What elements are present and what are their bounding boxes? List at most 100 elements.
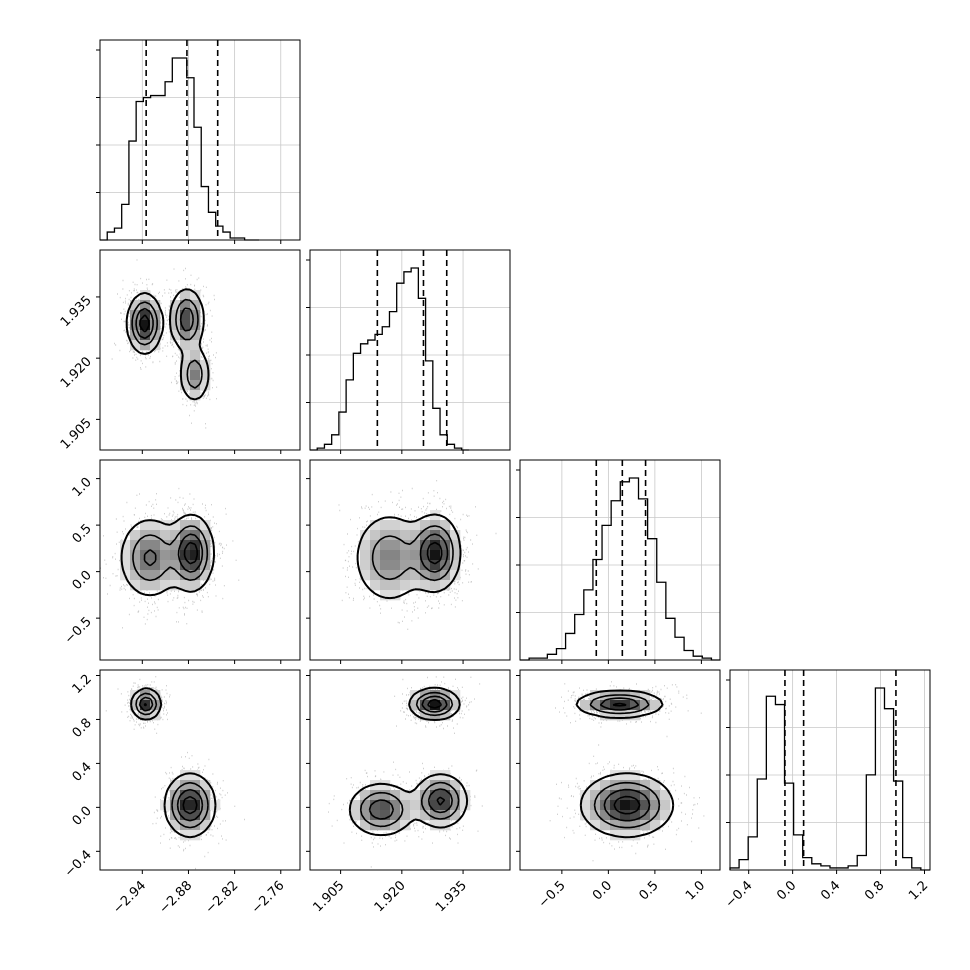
density-cell bbox=[160, 530, 171, 541]
density-cell bbox=[630, 820, 641, 831]
density-cell bbox=[400, 810, 411, 821]
density-cell bbox=[650, 800, 661, 811]
panel-frame bbox=[99, 669, 301, 871]
density-cell bbox=[190, 810, 201, 821]
density-cell bbox=[440, 780, 451, 791]
density-cell bbox=[150, 340, 161, 351]
density-cell bbox=[590, 790, 601, 801]
density-cell bbox=[390, 800, 401, 811]
density-cell bbox=[200, 370, 211, 381]
density-cell bbox=[370, 560, 381, 571]
panel-frame bbox=[99, 249, 301, 451]
density-cell bbox=[180, 330, 191, 341]
density-cell bbox=[420, 780, 431, 791]
density-cell bbox=[620, 800, 631, 811]
density-cell bbox=[630, 810, 641, 821]
density-cell bbox=[180, 290, 191, 301]
contour-line bbox=[120, 513, 215, 597]
density-cell bbox=[610, 820, 621, 831]
density-cell bbox=[630, 800, 641, 811]
density-cell bbox=[150, 530, 161, 541]
density-cell bbox=[420, 580, 431, 591]
density-cell bbox=[440, 790, 451, 801]
density-cell bbox=[130, 330, 141, 341]
density-cell bbox=[370, 790, 381, 801]
density-cell bbox=[430, 780, 441, 791]
density-cell bbox=[640, 800, 651, 811]
density-cell bbox=[140, 520, 151, 531]
density-cell bbox=[410, 810, 421, 821]
hist-1d-p1 bbox=[306, 249, 511, 451]
density-cell bbox=[180, 820, 191, 831]
density-cell bbox=[150, 570, 161, 581]
density-cell bbox=[590, 690, 601, 701]
density-cell bbox=[200, 790, 211, 801]
density-cell bbox=[140, 570, 151, 581]
density-cell bbox=[140, 560, 151, 571]
y-tick-label: 0.5 bbox=[70, 521, 95, 546]
density-cell bbox=[180, 530, 191, 541]
contour-line bbox=[371, 525, 454, 582]
hist-1d-p0 bbox=[96, 39, 301, 241]
contour-line bbox=[368, 695, 453, 820]
density-cell bbox=[130, 340, 141, 351]
x-tick-label: −0.5 bbox=[536, 878, 569, 911]
density-cell bbox=[180, 360, 191, 371]
density-cell bbox=[190, 380, 201, 391]
density-cell bbox=[180, 570, 191, 581]
density-cell bbox=[420, 560, 431, 571]
density-cell bbox=[190, 830, 201, 841]
density-cell bbox=[380, 550, 391, 561]
x-tick-label: 0.5 bbox=[636, 878, 661, 903]
density-cell bbox=[410, 520, 421, 531]
density-cell bbox=[160, 580, 171, 591]
density-cell bbox=[130, 300, 141, 311]
density-cell bbox=[190, 340, 201, 351]
density-cell bbox=[200, 540, 211, 551]
density-cell bbox=[440, 710, 451, 721]
density-cell bbox=[130, 560, 141, 571]
density-cell bbox=[600, 820, 611, 831]
density-cell bbox=[140, 290, 151, 301]
density-cell bbox=[440, 530, 451, 541]
density-cell bbox=[460, 800, 471, 811]
density-cell bbox=[660, 790, 671, 801]
density-cell bbox=[600, 790, 611, 801]
density-cell bbox=[190, 560, 201, 571]
density-cell bbox=[200, 800, 211, 811]
density-cell bbox=[190, 310, 201, 321]
panel-frame bbox=[729, 669, 931, 871]
density-cell bbox=[400, 580, 411, 591]
density-cell bbox=[420, 530, 431, 541]
density-cell bbox=[180, 540, 191, 551]
density-cell bbox=[190, 570, 201, 581]
density-cell bbox=[420, 520, 431, 531]
density-cell bbox=[170, 560, 181, 571]
density-cell bbox=[360, 790, 371, 801]
density-cell bbox=[170, 520, 181, 531]
density-cell bbox=[620, 710, 631, 721]
density-cell bbox=[380, 520, 391, 531]
contour-line bbox=[143, 702, 198, 815]
density-cell bbox=[430, 560, 441, 571]
hist-2d-p0-p2 bbox=[99, 459, 301, 661]
density-cell bbox=[150, 320, 161, 331]
density-cell bbox=[130, 320, 141, 331]
density-cell bbox=[170, 530, 181, 541]
density-cell bbox=[180, 350, 191, 361]
y-tick-label: 1.0 bbox=[70, 475, 95, 500]
density-cell bbox=[360, 530, 371, 541]
density-cell bbox=[380, 790, 391, 801]
density-cell bbox=[150, 560, 161, 571]
density-cell bbox=[170, 810, 181, 821]
density-cell bbox=[170, 330, 181, 341]
density-cell bbox=[190, 770, 201, 781]
density-cell bbox=[380, 580, 391, 591]
density-cell bbox=[170, 320, 181, 331]
density-cell bbox=[120, 540, 131, 551]
density-cell bbox=[150, 710, 161, 721]
density-cell bbox=[140, 540, 151, 551]
density-cell bbox=[410, 700, 421, 711]
density-cell bbox=[590, 820, 601, 831]
density-cell bbox=[410, 550, 421, 561]
